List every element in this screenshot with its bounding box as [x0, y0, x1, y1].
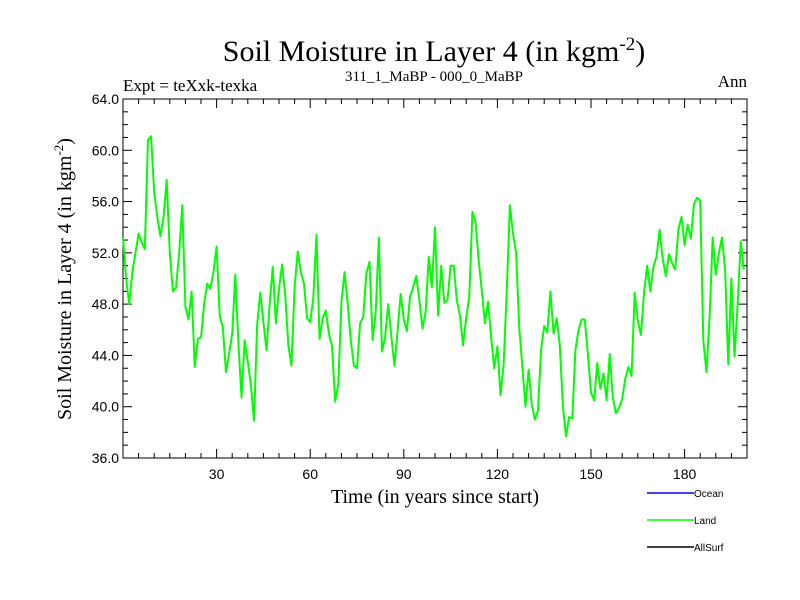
legend-label-ocean: Ocean [694, 489, 723, 500]
series-line-land [122, 135, 745, 438]
y-tick-label: 48.0 [92, 296, 119, 312]
plot-frame [122, 98, 748, 459]
x-tick-label: 150 [579, 466, 603, 482]
chart-title-superscript: -2 [619, 34, 635, 55]
subtitle-center: 311_1_MaBP - 000_0_MaBP [345, 69, 523, 85]
x-tick-label: 30 [209, 466, 225, 482]
y-axis-label-superscript: -2 [51, 145, 66, 156]
chart-title: Soil Moisture in Layer 4 (in kgm-2) [223, 34, 645, 68]
x-axis-ticks: 30 60 90 120 150 180 [138, 99, 732, 482]
x-tick-label: 90 [396, 466, 412, 482]
x-axis-label: Time (in years since start) [331, 486, 539, 508]
subtitle-right: Ann [718, 72, 748, 91]
legend-label-land: Land [694, 516, 716, 527]
y-tick-label: 52.0 [92, 245, 119, 261]
y-axis-label: Soil Moisture in Layer 4 (in kgm-2) [51, 138, 76, 420]
x-tick-label: 60 [302, 466, 318, 482]
legend-label-allsurf: AllSurf [694, 543, 724, 554]
x-tick-label: 180 [673, 466, 697, 482]
subtitle-left: Expt = teXxk-texka [123, 76, 258, 95]
legend: Ocean Land AllSurf [647, 489, 724, 554]
y-tick-label: 60.0 [92, 142, 119, 158]
y-tick-label: 64.0 [92, 91, 119, 107]
y-axis-ticks: 36.0 40.0 44.0 48.0 52.0 56.0 60.0 64.0 [92, 91, 747, 466]
series-layer [122, 135, 745, 438]
y-tick-label: 56.0 [92, 194, 119, 210]
y-tick-label: 36.0 [92, 450, 119, 466]
y-tick-label: 40.0 [92, 399, 119, 415]
y-tick-label: 44.0 [92, 347, 119, 363]
x-tick-label: 120 [486, 466, 510, 482]
